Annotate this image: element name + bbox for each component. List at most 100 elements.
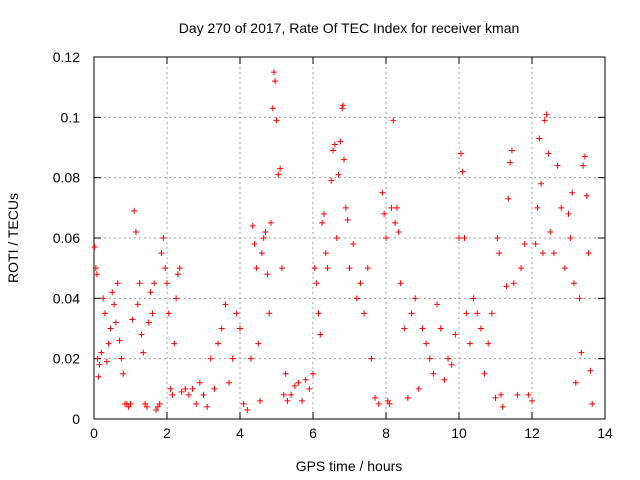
data-point: [111, 301, 118, 308]
data-point: [149, 310, 156, 317]
data-point: [419, 325, 426, 332]
data-point: [401, 325, 408, 332]
data-point: [426, 355, 433, 362]
data-point: [330, 147, 337, 154]
data-point: [262, 228, 269, 235]
data-point: [107, 325, 114, 332]
data-point: [189, 385, 196, 392]
data-point: [226, 379, 233, 386]
data-point: [518, 265, 525, 272]
data-point: [200, 391, 207, 398]
y-tick-label: 0.04: [53, 290, 80, 306]
data-point: [372, 394, 379, 401]
data-point: [129, 316, 136, 323]
data-point: [167, 385, 174, 392]
data-point: [470, 295, 477, 302]
x-tick-label: 2: [163, 425, 171, 441]
data-point: [346, 265, 353, 272]
data-point: [514, 391, 521, 398]
data-point: [456, 235, 462, 241]
data-point: [580, 162, 587, 169]
data-point: [282, 370, 289, 377]
data-point: [388, 204, 395, 211]
data-point: [132, 228, 139, 235]
data-point: [127, 400, 134, 407]
data-point: [581, 153, 588, 160]
data-point: [315, 310, 322, 317]
data-point: [207, 355, 214, 362]
data-point: [98, 349, 105, 356]
data-point: [587, 367, 594, 374]
data-point: [182, 385, 189, 392]
data-point: [260, 235, 267, 241]
data-point: [492, 394, 499, 401]
data-point: [461, 235, 468, 241]
data-point: [272, 78, 279, 85]
data-point: [583, 192, 590, 199]
data-point: [147, 289, 154, 296]
data-point: [477, 325, 484, 332]
data-point: [404, 394, 411, 401]
data-point: [337, 138, 344, 145]
data-point: [136, 280, 143, 287]
data-point: [174, 271, 181, 278]
data-point: [550, 250, 557, 257]
data-point: [445, 355, 452, 362]
data-point: [249, 222, 256, 229]
data-point: [134, 301, 141, 308]
data-point: [244, 406, 251, 413]
data-point: [268, 219, 275, 226]
x-tick-label: 10: [451, 425, 467, 441]
data-point: [322, 250, 329, 257]
data-point: [105, 340, 112, 347]
data-point: [510, 280, 517, 287]
data-point: [570, 280, 577, 287]
data-point: [251, 241, 258, 248]
data-point: [138, 331, 145, 338]
data-point: [434, 301, 441, 308]
data-point: [507, 159, 514, 166]
data-point: [441, 376, 448, 383]
chart-title: Day 270 of 2017, Rate Of TEC Index for r…: [179, 20, 520, 36]
x-tick-label: 0: [90, 425, 98, 441]
data-point: [91, 244, 98, 251]
data-point: [145, 319, 152, 326]
data-point: [299, 397, 306, 404]
data-point: [118, 355, 125, 362]
data-point: [423, 340, 430, 347]
data-point: [257, 397, 264, 404]
data-point: [384, 397, 391, 404]
data-point: [341, 156, 348, 163]
data-point: [368, 355, 375, 362]
data-point: [567, 235, 574, 241]
data-point: [140, 349, 147, 356]
data-point: [390, 117, 397, 124]
data-point: [448, 361, 455, 368]
data-point: [165, 310, 172, 317]
data-point: [114, 280, 121, 287]
data-point: [211, 385, 218, 392]
data-point: [247, 355, 254, 362]
data-point: [361, 310, 368, 317]
data-point: [193, 400, 200, 407]
data-point: [386, 400, 393, 407]
axis-ticks: [93, 56, 606, 420]
data-point: [379, 189, 386, 196]
data-point: [344, 216, 351, 223]
data-point: [120, 370, 127, 377]
data-point: [278, 265, 285, 272]
x-tick-label: 14: [597, 425, 613, 441]
x-tick-label: 4: [236, 425, 244, 441]
data-point: [459, 168, 466, 175]
data-point: [222, 301, 229, 308]
data-point: [103, 358, 110, 365]
data-point: [306, 385, 313, 392]
data-point: [295, 379, 302, 386]
data-point: [288, 391, 295, 398]
data-point: [162, 265, 169, 272]
data-point: [269, 105, 276, 112]
data-point: [142, 400, 149, 407]
data-point: [342, 204, 349, 211]
data-point: [585, 250, 592, 257]
